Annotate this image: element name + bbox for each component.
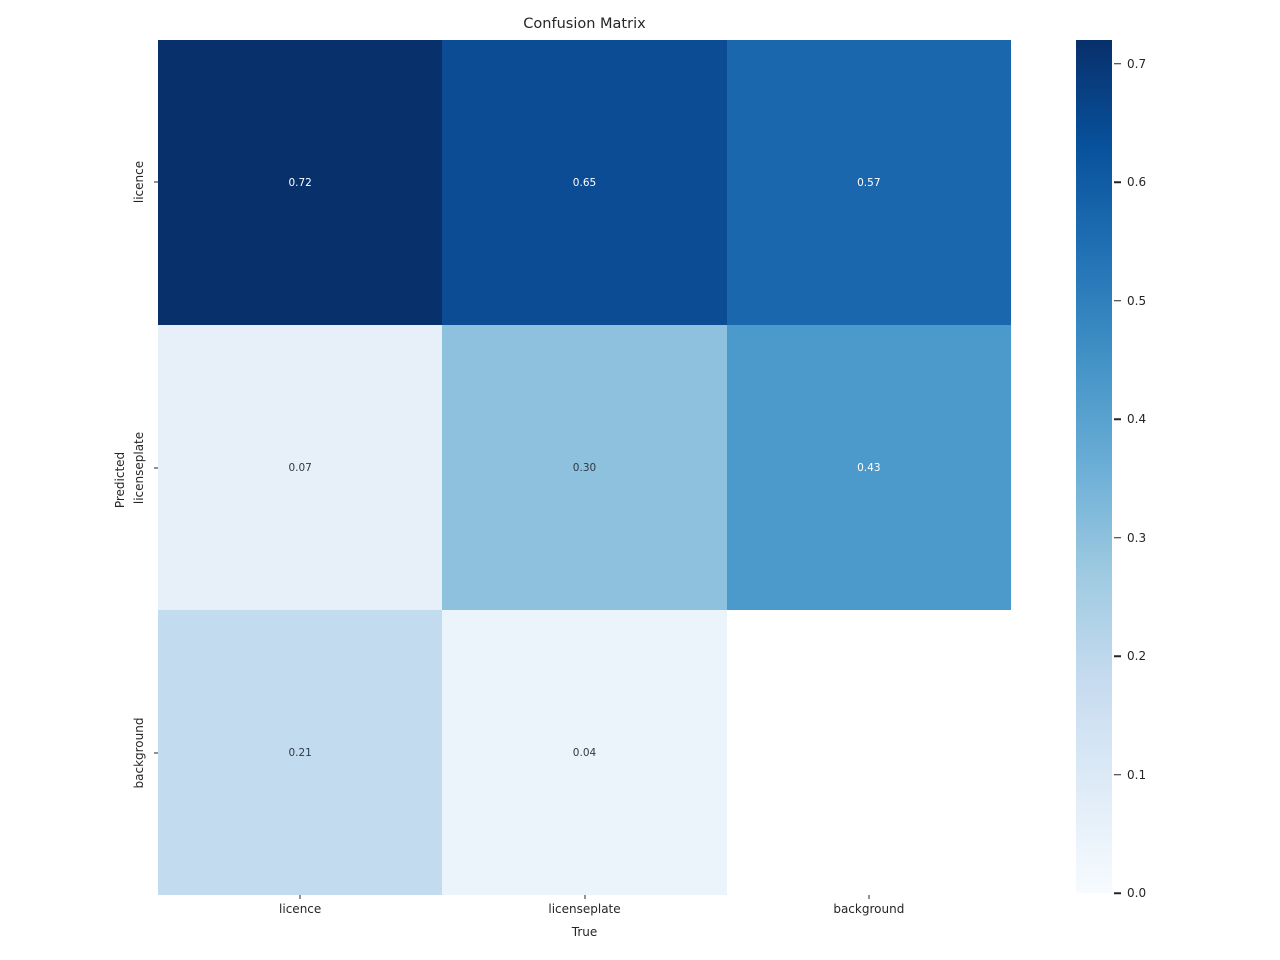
y-tick-label: background [132,717,146,788]
colorbar-tick-label: 0.7 [1127,56,1147,71]
colorbar-tick-mark [1114,773,1121,776]
heatmap-cell: 0.57 [726,40,1011,325]
y-tick-label: licenseplate [132,431,146,504]
x-tick-label: licence [279,902,322,916]
colorbar [1076,40,1112,893]
x-tick-label: background [833,902,905,916]
colorbar-tick-mark [1114,655,1121,657]
colorbar-tick-mark [1114,181,1121,183]
colorbar-tick-label: 0.5 [1127,293,1147,308]
y-axis-label: Predicted [113,451,127,509]
colorbar-tick-mark [1114,62,1121,65]
y-tick-mark [154,752,158,753]
y-tick-label: licence [132,161,146,204]
x-tick-mark [584,895,585,899]
colorbar-tick-mark [1114,892,1121,894]
y-tick-mark [154,181,158,183]
colorbar-tick-label: 0.0 [1127,886,1147,900]
colorbar-tick-mark [1114,536,1121,539]
heatmap-cell: 0.72 [158,40,443,325]
x-axis-label: True [571,925,598,939]
x-tick-mark [868,895,870,899]
chart-title: Confusion Matrix [523,16,646,32]
heatmap-cell: 0.30 [442,325,727,610]
colorbar-tick-label: 0.2 [1127,649,1147,664]
colorbar-tick-label: 0.6 [1127,175,1147,190]
heatmap-grid: 0.72 0.65 0.57 0.07 0.30 0.43 0.21 0.04 [158,40,1011,895]
colorbar-tick-label: 0.3 [1127,530,1147,545]
heatmap-cell: 0.21 [158,610,443,895]
colorbar-tick-label: 0.4 [1127,412,1147,427]
y-axis-tick-area: licence licenseplate background [0,40,158,895]
x-tick-mark [299,895,301,899]
x-axis-tick-area: licence licenseplate background [158,895,1011,945]
heatmap-cell: 0.04 [442,610,727,895]
colorbar-tick-label: 0.1 [1127,767,1147,782]
y-tick-mark [154,467,158,468]
heatmap-cell: 0.07 [158,325,443,610]
colorbar-tick-area: 0.7 0.6 0.5 0.4 0.3 0.2 0.1 0.0 [1112,40,1192,900]
x-tick-label: licenseplate [548,902,621,916]
colorbar-tick-mark [1114,299,1121,302]
heatmap-cell: 0.43 [726,325,1011,610]
colorbar-tick-mark [1114,418,1121,420]
heatmap-cell [726,610,1011,895]
heatmap-cell: 0.65 [442,40,727,325]
